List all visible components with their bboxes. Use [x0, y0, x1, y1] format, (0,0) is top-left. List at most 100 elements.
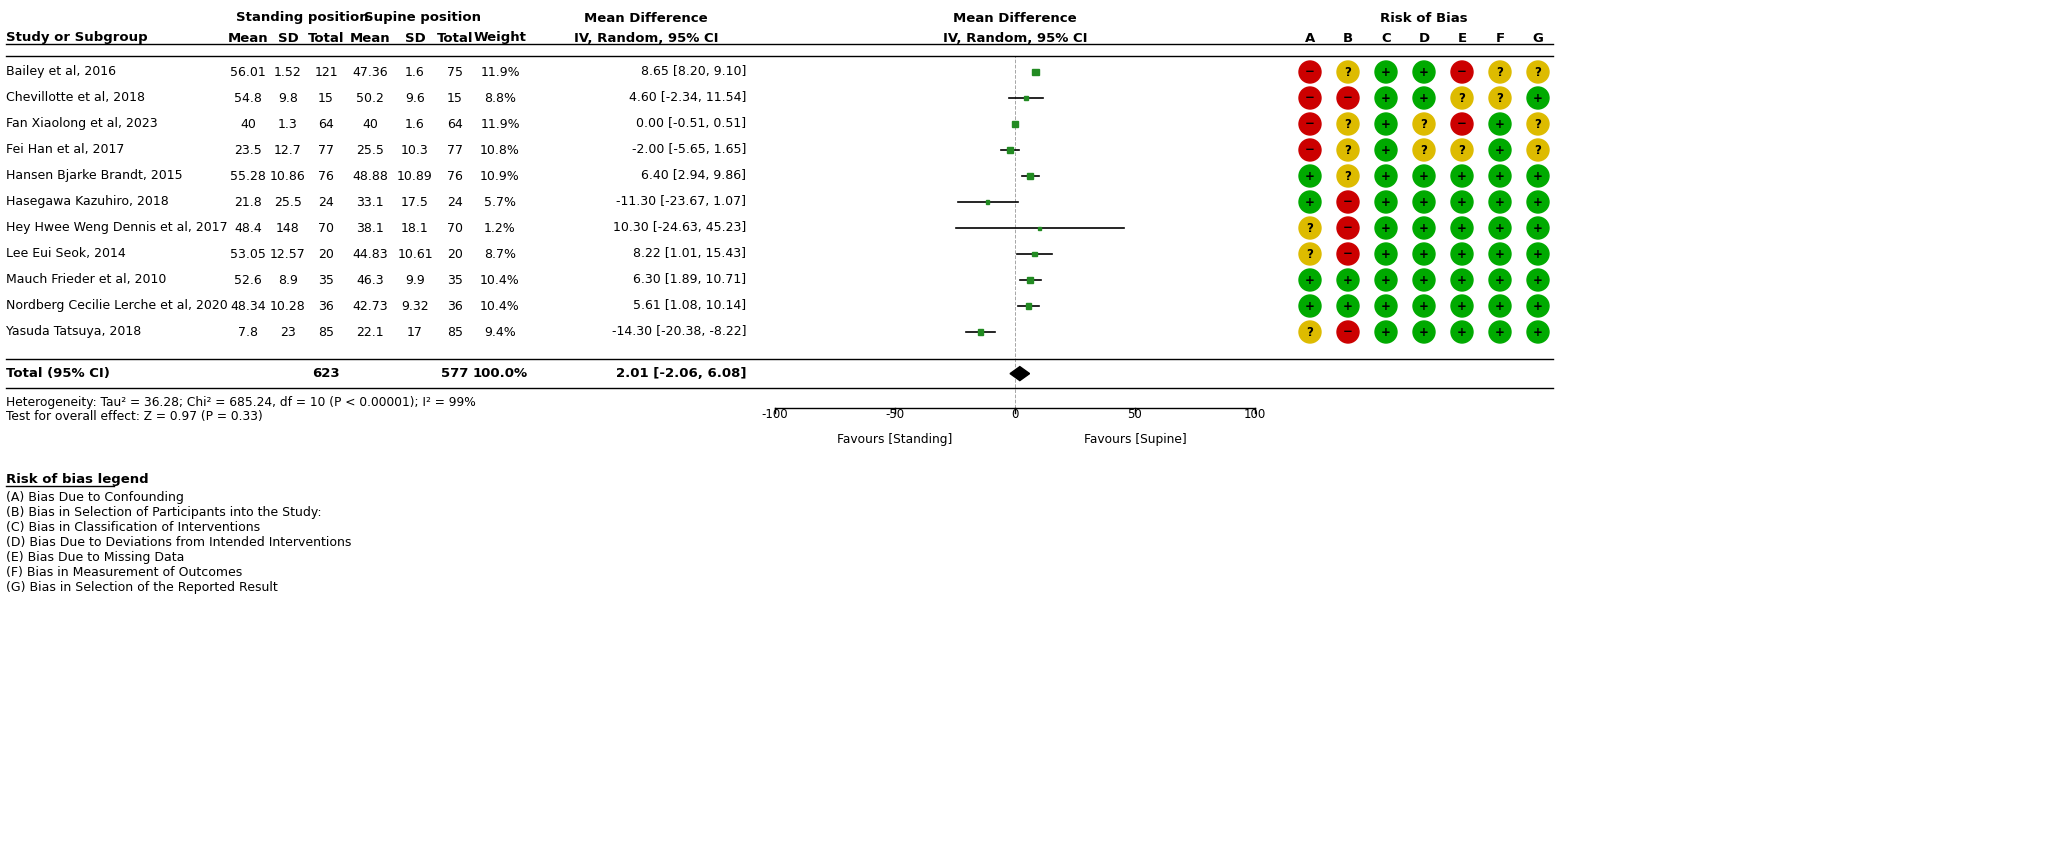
- Circle shape: [1489, 113, 1511, 135]
- Text: -2.00 [-5.65, 1.65]: -2.00 [-5.65, 1.65]: [632, 143, 745, 156]
- Circle shape: [1489, 269, 1511, 291]
- Text: -100: -100: [762, 408, 789, 421]
- Text: Total: Total: [437, 31, 474, 44]
- Circle shape: [1528, 87, 1548, 109]
- Text: +: +: [1305, 273, 1316, 286]
- Text: 0.00 [-0.51, 0.51]: 0.00 [-0.51, 0.51]: [636, 117, 745, 130]
- Text: SD: SD: [406, 31, 426, 44]
- Text: 1.2%: 1.2%: [484, 221, 517, 234]
- Text: 9.6: 9.6: [406, 91, 424, 104]
- Text: 1.6: 1.6: [406, 65, 424, 78]
- Text: Mean Difference: Mean Difference: [953, 11, 1077, 24]
- Text: +: +: [1419, 65, 1429, 78]
- Circle shape: [1375, 191, 1396, 213]
- Text: 9.8: 9.8: [278, 91, 299, 104]
- Text: +: +: [1419, 91, 1429, 104]
- Text: Fei Han et al, 2017: Fei Han et al, 2017: [6, 143, 124, 156]
- Text: ?: ?: [1345, 65, 1351, 78]
- Text: F: F: [1495, 31, 1505, 44]
- Text: 24: 24: [319, 195, 334, 208]
- Text: −: −: [1458, 65, 1466, 78]
- Text: 40: 40: [362, 117, 379, 130]
- Circle shape: [1299, 243, 1322, 265]
- Circle shape: [1299, 269, 1322, 291]
- Text: Fan Xiaolong et al, 2023: Fan Xiaolong et al, 2023: [6, 117, 159, 130]
- Circle shape: [1452, 243, 1472, 265]
- Text: 10.3: 10.3: [402, 143, 428, 156]
- Text: 15: 15: [317, 91, 334, 104]
- Text: 44.83: 44.83: [352, 247, 387, 260]
- Text: +: +: [1495, 221, 1505, 234]
- Text: (B) Bias in Selection of Participants into the Study:: (B) Bias in Selection of Participants in…: [6, 506, 321, 519]
- Text: +: +: [1534, 221, 1542, 234]
- Text: Nordberg Cecilie Lerche et al, 2020: Nordberg Cecilie Lerche et al, 2020: [6, 299, 229, 312]
- Text: 23.5: 23.5: [235, 143, 261, 156]
- Text: 623: 623: [313, 367, 340, 380]
- Circle shape: [1489, 295, 1511, 317]
- Circle shape: [1489, 139, 1511, 161]
- Text: ?: ?: [1421, 143, 1427, 156]
- Text: (A) Bias Due to Confounding: (A) Bias Due to Confounding: [6, 490, 183, 503]
- Text: (E) Bias Due to Missing Data: (E) Bias Due to Missing Data: [6, 550, 185, 563]
- Text: 5.7%: 5.7%: [484, 195, 517, 208]
- Text: 8.65 [8.20, 9.10]: 8.65 [8.20, 9.10]: [640, 65, 745, 78]
- Circle shape: [1336, 321, 1359, 343]
- Text: Heterogeneity: Tau² = 36.28; Chi² = 685.24, df = 10 (P < 0.00001); I² = 99%: Heterogeneity: Tau² = 36.28; Chi² = 685.…: [6, 396, 476, 409]
- Text: 55.28: 55.28: [231, 169, 266, 182]
- Text: 10.61: 10.61: [397, 247, 432, 260]
- Circle shape: [1336, 61, 1359, 83]
- Text: +: +: [1419, 299, 1429, 312]
- Text: 8.7%: 8.7%: [484, 247, 517, 260]
- Polygon shape: [1011, 366, 1030, 380]
- Text: +: +: [1534, 247, 1542, 260]
- Text: 20: 20: [447, 247, 463, 260]
- Circle shape: [1489, 191, 1511, 213]
- Text: 52.6: 52.6: [235, 273, 261, 286]
- Text: G: G: [1532, 31, 1544, 44]
- Text: Study or Subgroup: Study or Subgroup: [6, 31, 148, 44]
- Circle shape: [1489, 243, 1511, 265]
- Text: 8.22 [1.01, 15.43]: 8.22 [1.01, 15.43]: [632, 247, 745, 260]
- Text: 5.61 [1.08, 10.14]: 5.61 [1.08, 10.14]: [632, 299, 745, 312]
- Text: 25.5: 25.5: [356, 143, 383, 156]
- Text: 50.2: 50.2: [356, 91, 383, 104]
- Text: +: +: [1342, 273, 1353, 286]
- Circle shape: [1299, 139, 1322, 161]
- Text: -11.30 [-23.67, 1.07]: -11.30 [-23.67, 1.07]: [616, 195, 745, 208]
- Text: 36: 36: [447, 299, 463, 312]
- Text: +: +: [1382, 326, 1392, 339]
- Text: +: +: [1382, 91, 1392, 104]
- Text: +: +: [1495, 326, 1505, 339]
- Text: +: +: [1534, 326, 1542, 339]
- Circle shape: [1489, 61, 1511, 83]
- Circle shape: [1489, 321, 1511, 343]
- Text: 17.5: 17.5: [402, 195, 428, 208]
- Text: ?: ?: [1458, 91, 1466, 104]
- Circle shape: [1528, 191, 1548, 213]
- Text: 9.4%: 9.4%: [484, 326, 517, 339]
- Text: ?: ?: [1534, 65, 1542, 78]
- Text: 77: 77: [447, 143, 463, 156]
- Text: 10.28: 10.28: [270, 299, 307, 312]
- Text: 6.40 [2.94, 9.86]: 6.40 [2.94, 9.86]: [640, 169, 745, 182]
- Text: 75: 75: [447, 65, 463, 78]
- Circle shape: [1412, 217, 1435, 239]
- Text: SD: SD: [278, 31, 299, 44]
- Text: +: +: [1382, 143, 1392, 156]
- Text: −: −: [1305, 91, 1316, 104]
- Text: IV, Random, 95% CI: IV, Random, 95% CI: [943, 31, 1087, 44]
- Text: 24: 24: [447, 195, 463, 208]
- Circle shape: [1452, 165, 1472, 187]
- Text: 10.9%: 10.9%: [480, 169, 519, 182]
- Bar: [1011, 121, 1019, 128]
- Circle shape: [1299, 191, 1322, 213]
- Text: 121: 121: [315, 65, 338, 78]
- Text: 577: 577: [441, 367, 469, 380]
- Text: ?: ?: [1458, 143, 1466, 156]
- Text: 9.32: 9.32: [402, 299, 428, 312]
- Text: 56.01: 56.01: [231, 65, 266, 78]
- Circle shape: [1299, 217, 1322, 239]
- Circle shape: [1412, 295, 1435, 317]
- Text: +: +: [1382, 273, 1392, 286]
- Text: Risk of bias legend: Risk of bias legend: [6, 473, 148, 486]
